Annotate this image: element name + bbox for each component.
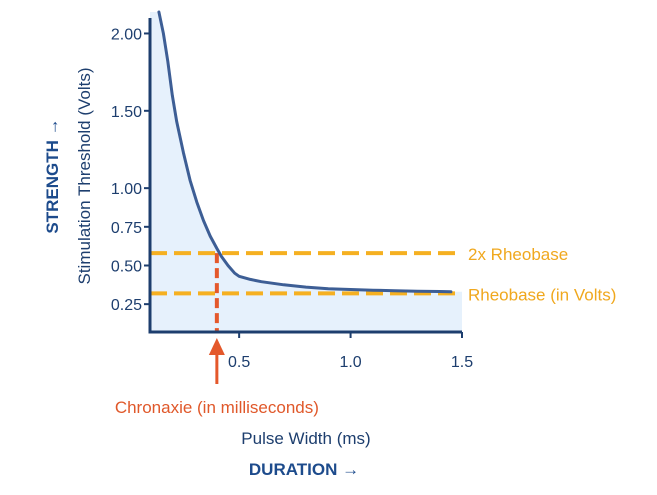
chronaxie-arrow-head [208,338,225,355]
chronaxie-arrow [208,338,225,384]
x-tick-label-1: 1.0 [339,354,361,371]
chronaxie-label: Chronaxie (in milliseconds) [115,398,319,417]
y-tick-label-3: 1.00 [111,181,142,198]
y-tick-label-2: 0.75 [111,220,142,237]
y-tick-label-1: 0.50 [111,258,142,275]
y-tick-label-4: 1.50 [111,104,142,121]
x-tick-label-0: 0.5 [228,354,250,371]
area-under-curve [150,12,462,332]
y-tick-label-0: 0.25 [111,297,142,314]
series-curve [157,10,453,294]
reference-label-1: Rheobase (in Volts) [468,285,616,304]
y-axis-word: STRENGTH → [43,118,62,233]
x-axis-title: Pulse Width (ms) [241,429,370,448]
y-tick-label-5: 2.00 [111,26,142,43]
reference-label-0: 2x Rheobase [468,245,568,264]
x-axis-word: DURATION → [249,460,359,479]
x-tick-label-2: 1.5 [451,354,473,371]
y-axis-title: Stimulation Threshold (Volts) [75,67,94,284]
